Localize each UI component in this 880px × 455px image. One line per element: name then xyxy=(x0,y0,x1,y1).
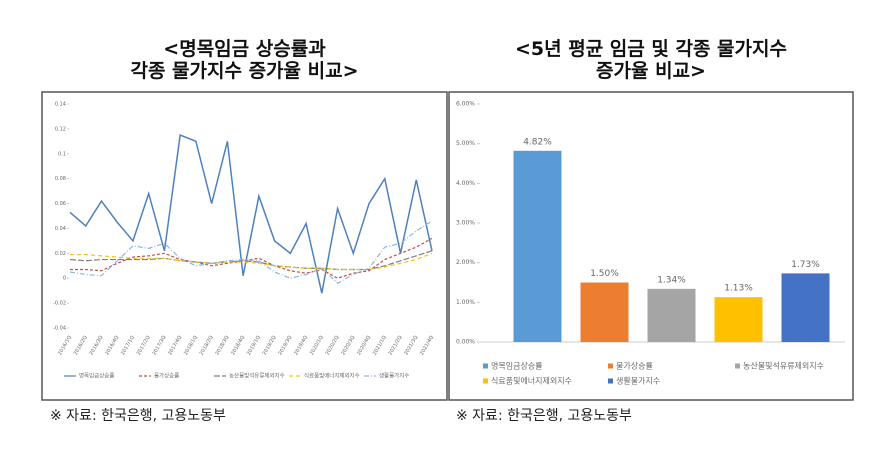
chart-title: <5년 평균 임금 및 각종 물가지수 증가율 비교> xyxy=(515,38,787,82)
legend-label: 식료품및에너지제외지수 xyxy=(491,376,572,386)
legend-swatch xyxy=(483,378,488,384)
series-line xyxy=(70,237,433,279)
x-tick-label: 2020/3Q xyxy=(340,335,356,357)
x-tick-label: 2017/1Q xyxy=(120,335,136,357)
y-tick-label: 1.00% xyxy=(456,299,475,306)
y-tick-label: 4.00% xyxy=(456,180,475,187)
legend-label: 식료품및에너지제외지수 xyxy=(304,372,360,380)
y-tick-label: 2.00% xyxy=(456,259,475,266)
legend-label: 명목임금상승률 xyxy=(491,361,543,371)
legend-swatch xyxy=(735,363,740,369)
x-tick-label: 2019/4Q xyxy=(293,335,309,357)
x-tick-label: 2019/1Q xyxy=(246,335,262,357)
legend-label: 물가상승률 xyxy=(616,361,653,371)
x-tick-label: 2021/3Q xyxy=(403,335,419,357)
legend-label: 농산물및석유류제외지수 xyxy=(229,372,285,380)
data-label: 4.82% xyxy=(523,137,552,147)
x-tick-label: 2020/1Q xyxy=(309,335,325,357)
x-tick-label: 2018/1Q xyxy=(183,335,199,357)
data-label: 1.13% xyxy=(724,284,753,294)
y-tick-label: -0.02 xyxy=(53,301,66,307)
x-tick-label: 2017/3Q xyxy=(152,335,168,357)
y-tick-label: 0.12 xyxy=(55,126,66,132)
series-line xyxy=(70,252,433,271)
legend-label: 물가상승률 xyxy=(154,372,179,380)
source: ※ 자료: 한국은행, 고용노동부 xyxy=(456,408,632,424)
y-tick-label: -0.04 xyxy=(53,326,66,332)
bar xyxy=(714,297,763,342)
y-tick-label: 0.00% xyxy=(456,339,475,346)
bar xyxy=(647,288,696,342)
x-tick-label: 2016/3Q xyxy=(89,335,105,357)
legend-swatch xyxy=(608,363,613,369)
x-tick-label: 2021/4Q xyxy=(419,335,435,357)
y-tick-label: 0 xyxy=(63,276,66,282)
x-tick-label: 2017/2Q xyxy=(136,335,152,357)
data-label: 1.73% xyxy=(791,260,820,270)
y-tick-label: 0.1 xyxy=(58,151,66,157)
x-tick-label: 2019/3Q xyxy=(277,335,293,357)
legend-label: 농산물및석유류제외지수 xyxy=(743,361,824,371)
y-tick-label: 0.02 xyxy=(55,251,66,257)
series-line xyxy=(69,220,433,284)
x-tick-label: 2021/1Q xyxy=(372,335,388,357)
y-tick-label: 0.14 xyxy=(55,102,66,108)
source: ※ 자료: 한국은행, 고용노동부 xyxy=(50,408,226,424)
legend-label: 생활물가지수 xyxy=(379,372,409,380)
y-tick-label: 5.00% xyxy=(456,140,475,147)
y-tick-label: 0.04 xyxy=(55,226,66,232)
chart-title: <명목임금 상승률과 각종 물가지수 증가율 비교> xyxy=(130,38,359,82)
y-tick-label: 6.00% xyxy=(456,101,475,108)
x-tick-label: 2018/4Q xyxy=(230,335,246,357)
y-tick-label: 0.06 xyxy=(55,201,66,207)
data-label: 1.34% xyxy=(657,275,686,285)
data-label: 1.50% xyxy=(590,269,619,279)
y-tick-label: 0.08 xyxy=(55,176,66,182)
x-tick-label: 2016/1Q xyxy=(57,335,73,357)
bar xyxy=(513,150,562,342)
x-tick-label: 2020/4Q xyxy=(356,335,372,357)
y-tick-label: 3.00% xyxy=(456,220,475,227)
panel xyxy=(41,91,448,401)
x-tick-label: 2020/2Q xyxy=(325,335,341,357)
legend-swatch xyxy=(483,363,488,369)
x-tick-label: 2019/2Q xyxy=(262,335,278,357)
x-tick-label: 2021/2Q xyxy=(388,335,404,357)
series-line xyxy=(69,250,433,271)
bar xyxy=(580,282,629,342)
panel xyxy=(448,91,854,401)
legend-swatch xyxy=(608,378,613,384)
x-tick-label: 2016/2Q xyxy=(73,335,89,357)
legend-label: 생활물가지수 xyxy=(616,376,660,386)
x-tick-label: 2016/4Q xyxy=(104,335,120,357)
x-tick-label: 2017/4Q xyxy=(167,335,183,357)
legend-label: 명목임금상승률 xyxy=(79,372,114,380)
x-tick-label: 2018/3Q xyxy=(214,335,230,357)
x-tick-label: 2018/2Q xyxy=(199,335,215,357)
series-line xyxy=(69,134,433,294)
bar xyxy=(781,273,830,342)
